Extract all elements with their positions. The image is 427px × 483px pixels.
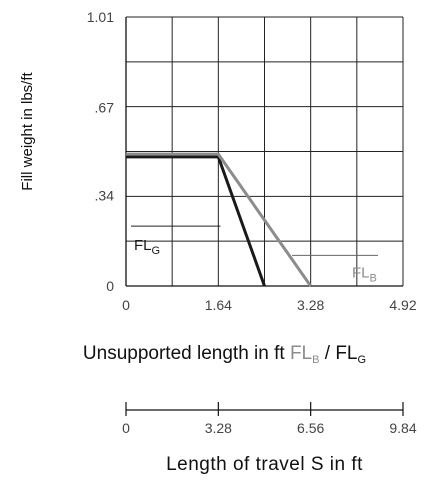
- x-axis-label: Unsupported length in ft FLB / FLG: [83, 343, 366, 366]
- x-tick-label-2: 3.28: [297, 297, 324, 313]
- chart-labels: Fill weight in lbs/ft Unsupported length…: [19, 71, 377, 475]
- x-tick-label-3: 4.92: [389, 297, 416, 313]
- series-label-flg: FLG: [134, 237, 160, 257]
- secondary-tick-label-2: 6.56: [297, 420, 324, 436]
- y-axis-label: Fill weight in lbs/ft: [19, 71, 36, 190]
- x-axis-label-fl-g: FL: [335, 343, 357, 364]
- x-axis-label-fl-b-sub: B: [312, 354, 319, 366]
- chart-grid: [125, 16, 404, 286]
- series-label-sub: B: [370, 272, 377, 284]
- chart-series: [126, 152, 378, 287]
- x-axis-label-fl-g-sub: G: [358, 354, 367, 366]
- series-label-base: FL: [134, 237, 152, 254]
- series-label-sub: G: [152, 245, 161, 257]
- chart-axes: 0 .34 .67 1.01 0 1.64 3.28 4.92: [87, 9, 417, 313]
- y-tick-label-2: .67: [95, 100, 115, 116]
- secondary-tick-label-1: 3.28: [205, 420, 232, 436]
- secondary-axis: 0 3.28 6.56 9.84: [122, 402, 417, 436]
- x-tick-label-0: 0: [122, 297, 130, 313]
- series-label-base: FL: [352, 264, 370, 281]
- x-tick-label-1: 1.64: [205, 297, 232, 313]
- series-line-flg: [126, 155, 266, 287]
- x-axis-label-text: Unsupported length in ft: [83, 343, 290, 364]
- y-tick-label-3: 1.01: [87, 9, 114, 25]
- x-axis-label-separator: /: [319, 343, 335, 364]
- series-label-flb: FLB: [352, 264, 377, 284]
- x-axis-label-fl-b: FL: [290, 343, 312, 364]
- series-line-flb: [126, 152, 312, 287]
- y-tick-label-0: 0: [106, 278, 114, 294]
- y-tick-label-1: .34: [95, 187, 115, 203]
- secondary-axis-label: Length of travel S in ft: [166, 454, 363, 475]
- secondary-tick-label-3: 9.84: [389, 420, 416, 436]
- secondary-tick-label-0: 0: [122, 420, 130, 436]
